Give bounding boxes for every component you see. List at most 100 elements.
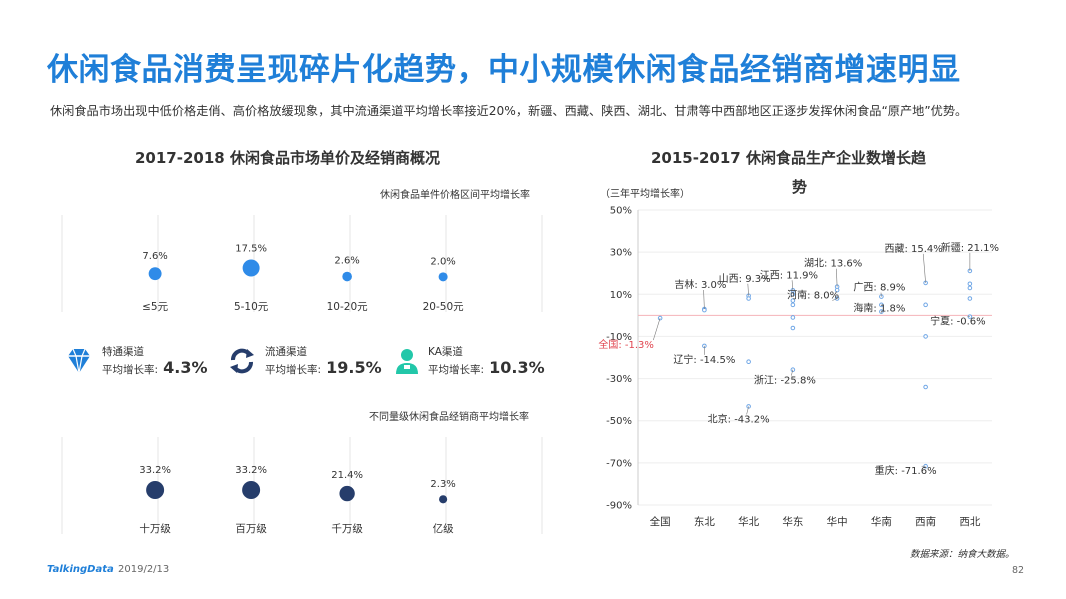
left-panel-title: 2017-2018 休闲食品市场单价及经销商概况 — [135, 149, 440, 167]
price-value-label: 2.6% — [334, 256, 359, 267]
dealer-bubble — [146, 481, 165, 499]
circular-arrows-icon — [230, 348, 254, 374]
region-ytick-label: -70% — [606, 458, 632, 469]
region-category-label: 华东 — [782, 515, 803, 528]
region-ytick-label: -90% — [606, 501, 632, 512]
dealer-growth-chart: 33.2% 十万级 33.2% 百万级 21.4% 千万级 2.3% 亿级 — [61, 437, 543, 535]
channel-circulation-rate: 19.5% — [326, 358, 382, 377]
data-source: 数据来源：纳食大数据。 — [910, 549, 1015, 560]
region-ytick-label: 10% — [610, 290, 632, 301]
price-category-label: 10-20元 — [327, 301, 369, 313]
region-point — [967, 281, 973, 287]
region-point — [790, 298, 796, 303]
clerk-icon — [396, 349, 418, 374]
region-point — [923, 302, 928, 308]
page-subtitle: 休闲食品市场出现中低价格走俏、高价格放缓现象，其中流通渠道平均增长率接近20%，… — [50, 104, 968, 118]
region-annotation-label: 重庆: -71.6% — [875, 464, 937, 477]
region-annotation-leader — [922, 253, 926, 283]
region-category-label: 全国 — [650, 515, 671, 528]
page-title: 休闲食品消费呈现碎片化趋势，中小规模休闲食品经销商增速明显 — [47, 52, 961, 88]
channel-ka-name: KA渠道 — [428, 346, 463, 358]
region-point — [879, 309, 884, 314]
channel-circulation-rate-line: 平均增长率: 19.5% — [265, 358, 382, 377]
dealer-bubble — [339, 485, 355, 502]
channel-special-rate: 4.3% — [163, 358, 208, 377]
dealer-category-label: 十万级 — [139, 522, 171, 535]
region-annotation-leader — [703, 290, 705, 310]
region-annotation-label: 江西: 11.9% — [760, 269, 818, 281]
channel-ka-rate-label: 平均增长率: — [428, 364, 485, 376]
region-annotation-label: 湖北: 13.6% — [804, 258, 862, 270]
region-point — [746, 359, 751, 365]
region-annotation-leader — [747, 283, 749, 296]
region-point — [923, 384, 928, 390]
diamond-icon — [68, 348, 90, 374]
region-annotation-leader — [791, 280, 794, 291]
region-annotation-label: 海南: 1.8% — [853, 302, 905, 315]
region-ytick-label: 30% — [610, 248, 632, 259]
region-ytick-label: -30% — [606, 374, 632, 385]
region-ytick-label: -50% — [606, 416, 632, 427]
region-point — [790, 291, 796, 297]
dealer-value-label: 2.3% — [430, 479, 455, 490]
channel-special-name: 特通渠道 — [102, 346, 144, 358]
region-annotation-leader — [790, 369, 794, 376]
region-point — [923, 334, 928, 339]
price-category-label: 5-10元 — [234, 301, 269, 313]
dealer-value-label: 21.4% — [331, 470, 363, 481]
region-point — [790, 315, 796, 320]
region-point — [834, 287, 840, 293]
region-category-label: 西南 — [915, 515, 936, 528]
region-annotation-label: 西藏: 15.4% — [884, 243, 942, 255]
dealer-chart-title: 不同量级休闲食品经销商平均增长率 — [369, 412, 529, 423]
right-panel-title-line2: 势 — [792, 178, 808, 196]
region-annotation-label: 宁夏: -0.6% — [930, 315, 986, 328]
region-point — [879, 302, 884, 308]
region-point — [967, 285, 973, 291]
region-point — [967, 296, 973, 301]
region-point — [790, 302, 796, 308]
region-annotation-label: 全国: -1.3% — [598, 338, 654, 351]
region-category-label: 华南 — [871, 515, 892, 528]
price-bubble — [242, 259, 260, 277]
region-annotation-leader — [746, 406, 749, 415]
region-annotation-leader — [653, 318, 661, 341]
region-point — [746, 296, 751, 301]
dealer-category-label: 百万级 — [235, 523, 267, 535]
region-ytick-label: 50% — [610, 206, 632, 217]
channel-special-rate-label: 平均增长率: — [102, 364, 159, 376]
region-category-label: 东北 — [694, 515, 715, 528]
region-annotation-leader — [836, 268, 838, 287]
dealer-category-label: 千万级 — [331, 523, 363, 535]
price-category-label: ≤5元 — [142, 301, 168, 313]
region-annotation-label: 辽宁: -14.5% — [673, 353, 735, 366]
dealer-category-label: 亿级 — [433, 522, 454, 535]
dealer-bubble — [242, 481, 261, 499]
region-point — [790, 325, 796, 331]
region-chart-ylabel: （三年平均增长率） — [600, 189, 690, 200]
price-chart-title: 休闲食品单件价格区间平均增长率 — [380, 190, 530, 201]
channel-circulation-name: 流通渠道 — [265, 346, 307, 358]
region-annotation-leader — [832, 298, 838, 301]
region-annotation-label: 浙江: -25.8% — [754, 375, 816, 387]
channel-special-rate-line: 平均增长率: 4.3% — [102, 358, 208, 377]
right-panel-title-line1: 2015-2017 休闲食品生产企业数增长趋 — [651, 149, 926, 167]
price-growth-chart: 7.6% ≤5元 17.5% 5-10元 2.6% 10-20元 2.0% 20-50元 — [61, 215, 543, 313]
region-annotation-label: 山西: 9.3% — [719, 273, 771, 285]
price-value-label: 2.0% — [430, 256, 455, 267]
region-annotation-label: 北京: -43.2% — [708, 412, 770, 425]
region-ytick-label: -10% — [606, 332, 632, 343]
price-value-label: 17.5% — [235, 244, 267, 255]
price-bubble — [438, 272, 448, 282]
price-value-label: 7.6% — [142, 251, 167, 262]
dealer-value-label: 33.2% — [235, 465, 267, 476]
price-bubble — [342, 271, 352, 282]
brand-logo: TalkingData — [47, 564, 114, 575]
region-annotation-label: 河南: 8.0% — [787, 289, 839, 302]
region-category-label: 华北 — [738, 515, 759, 528]
region-category-label: 西北 — [959, 516, 980, 528]
footer-date: 2019/2/13 — [118, 564, 170, 575]
region-annotation-label: 吉林: 3.0% — [674, 278, 726, 291]
channel-circulation-rate-label: 平均增长率: — [265, 364, 322, 376]
channel-ka-rate: 10.3% — [489, 358, 545, 377]
